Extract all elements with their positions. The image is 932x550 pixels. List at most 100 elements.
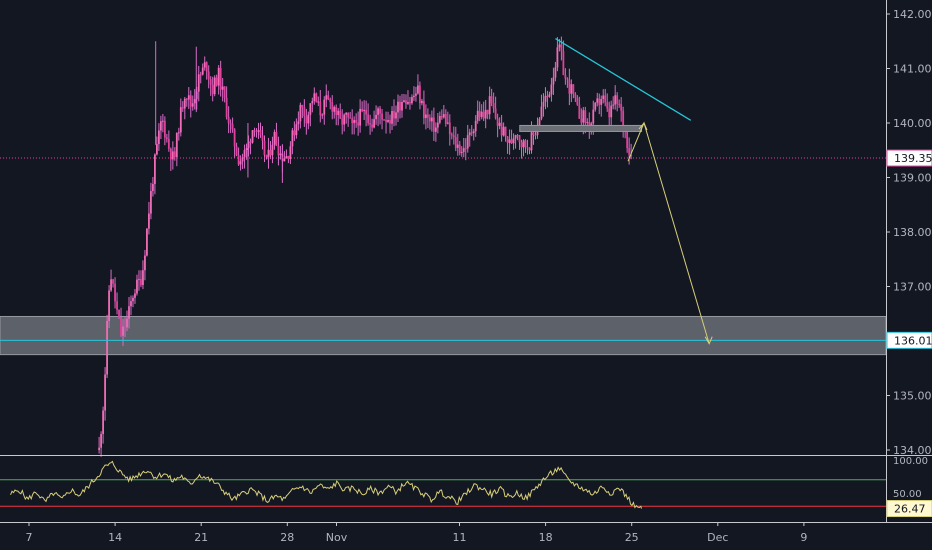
candle-body: [444, 114, 447, 124]
candle-body: [419, 85, 421, 104]
candle-body: [307, 114, 310, 124]
candle-body: [351, 118, 354, 124]
candle-body: [247, 141, 250, 149]
price-tick-label: 138.000: [893, 226, 932, 239]
candle-body: [211, 84, 214, 95]
candle-body: [562, 51, 565, 75]
candle-body: [295, 124, 298, 136]
candle-body: [313, 93, 316, 102]
candle-body: [363, 109, 366, 112]
candle-body: [620, 104, 623, 111]
candle-body: [359, 108, 362, 126]
candle-body: [309, 103, 312, 115]
candle-body: [576, 97, 579, 105]
candle-body: [506, 136, 509, 143]
candle-body: [343, 114, 346, 125]
candle-body: [482, 111, 485, 119]
candle-body: [407, 102, 409, 104]
candle-body: [426, 114, 429, 118]
price-tick-label: 142.000: [893, 8, 932, 21]
descending-trendline[interactable]: [555, 37, 692, 121]
candle-body: [183, 98, 186, 109]
candle-body: [203, 62, 206, 68]
candle-body: [446, 122, 449, 124]
candle-body: [249, 141, 252, 143]
candle-body: [315, 93, 318, 103]
candle-body: [383, 119, 385, 121]
candle-body: [179, 107, 182, 133]
candle-body: [279, 153, 282, 156]
candle-body: [373, 119, 375, 128]
time-tick-label: 21: [194, 531, 208, 544]
candle-body: [560, 44, 563, 52]
candle-body: [552, 77, 555, 85]
candle-body: [311, 101, 314, 104]
candle-body: [225, 97, 228, 118]
candle-body: [566, 78, 569, 80]
candle-body: [134, 293, 136, 298]
candle-body: [126, 318, 128, 328]
candle-body: [391, 111, 393, 124]
candle-body: [456, 144, 459, 148]
candle-body: [602, 95, 605, 100]
candle-body: [466, 135, 469, 149]
resistance-bar[interactable]: [519, 124, 643, 132]
candle-body: [512, 138, 515, 144]
candle-body: [532, 132, 535, 136]
time-tick-label: 11: [453, 531, 467, 544]
candle-body: [321, 114, 324, 116]
candle-body: [413, 95, 415, 98]
candle-body: [594, 102, 597, 110]
candle-body: [197, 74, 200, 92]
candle-body: [381, 113, 383, 120]
candle-body: [221, 86, 224, 90]
candle-body: [209, 79, 212, 85]
candle-body: [102, 410, 104, 434]
candle-body: [423, 100, 425, 119]
candle-body: [606, 102, 609, 109]
price-tick-label: 139.000: [893, 172, 932, 185]
candle-body: [173, 151, 176, 158]
candle-body: [337, 110, 340, 116]
candle-body: [171, 151, 174, 160]
candle-body: [614, 95, 617, 105]
candle-body: [582, 110, 585, 123]
candle-body: [193, 99, 196, 104]
candle-body: [393, 111, 395, 119]
candle-body: [440, 115, 443, 118]
candle-body: [325, 95, 328, 100]
support-zone[interactable]: [0, 315, 887, 356]
rsi-tick-label: 50.00: [893, 489, 922, 500]
candle-body: [185, 98, 188, 100]
candle-body: [421, 100, 423, 104]
candle-body: [152, 183, 154, 192]
candle-body: [191, 103, 194, 107]
candle-body: [528, 148, 531, 151]
arrow-head: [704, 336, 713, 345]
candle-body: [213, 77, 216, 95]
candle-body: [502, 126, 505, 136]
candle-body: [401, 101, 403, 111]
candle-body: [538, 118, 541, 126]
candle-body: [618, 103, 621, 105]
candle-body: [409, 102, 411, 104]
candle-body: [219, 67, 222, 90]
candle-body: [430, 117, 433, 122]
candle-body: [377, 108, 379, 115]
candle-body: [323, 99, 326, 115]
rsi-line[interactable]: [10, 460, 643, 509]
rsi-value-tag-bg: [886, 500, 932, 518]
candle-body: [144, 255, 146, 271]
candle-body: [462, 148, 465, 152]
candle-body: [454, 136, 457, 148]
arrow-head: [638, 122, 648, 131]
candle-body: [480, 111, 483, 117]
candle-body: [146, 228, 148, 256]
candle-body: [488, 96, 491, 115]
candle-body: [432, 117, 435, 132]
candle-body: [592, 109, 595, 124]
candle-body: [540, 106, 543, 119]
candle-body: [339, 110, 342, 119]
